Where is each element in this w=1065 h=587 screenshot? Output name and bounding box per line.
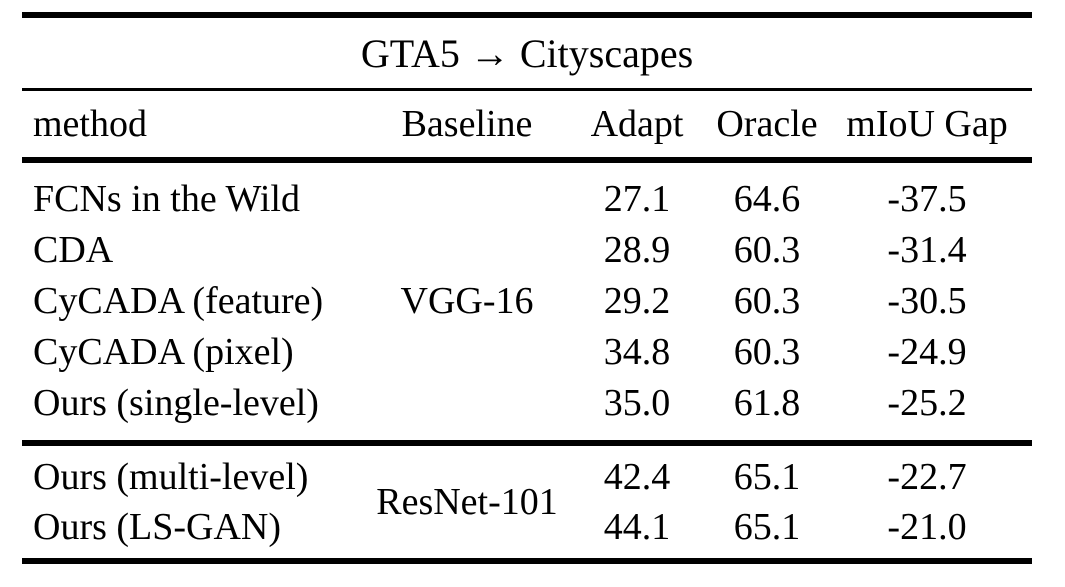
adapt-cell: 29.2 bbox=[603, 279, 671, 322]
adapt-column: 27.1 28.9 29.2 34.8 35.0 bbox=[562, 173, 712, 428]
baseline-cell: VGG-16 bbox=[400, 279, 534, 322]
header-adapt: Adapt bbox=[590, 103, 684, 145]
miou-gap-cell: -25.2 bbox=[887, 381, 967, 424]
miou-gap-cell: -31.4 bbox=[887, 228, 967, 271]
adapt-cell: 28.9 bbox=[603, 228, 671, 271]
baseline-cell: ResNet-101 bbox=[376, 481, 558, 523]
oracle-cell: 65.1 bbox=[733, 506, 801, 548]
method-cell: CDA bbox=[33, 228, 114, 271]
method-cell: CyCADA (pixel) bbox=[33, 330, 294, 373]
adapt-cell: 34.8 bbox=[603, 330, 671, 373]
miou-gap-cell: -22.7 bbox=[887, 456, 967, 498]
header-miou-gap: mIoU Gap bbox=[846, 103, 1008, 145]
results-table: GTA5 → Cityscapes method Baseline Adapt … bbox=[22, 12, 1032, 564]
baseline-column: VGG-16 bbox=[372, 173, 562, 428]
title-separator-rule bbox=[22, 88, 1032, 91]
oracle-cell: 60.3 bbox=[733, 228, 801, 271]
miou-gap-cell: -30.5 bbox=[887, 279, 967, 322]
method-cell: CyCADA (feature) bbox=[33, 279, 324, 322]
miou-gap-cell: -37.5 bbox=[887, 177, 967, 220]
method-cell: Ours (LS-GAN) bbox=[33, 506, 282, 548]
oracle-cell: 60.3 bbox=[733, 330, 801, 373]
table-header-row: method Baseline Adapt Oracle mIoU Gap bbox=[22, 91, 1032, 157]
adapt-cell: 42.4 bbox=[603, 456, 671, 498]
method-cell: FCNs in the Wild bbox=[33, 177, 300, 220]
baseline-column: ResNet-101 bbox=[372, 452, 562, 552]
header-separator-rule bbox=[22, 157, 1032, 163]
miou-gap-column: -37.5 -31.4 -30.5 -24.9 -25.2 bbox=[822, 173, 1032, 428]
table-title: GTA5 → Cityscapes bbox=[360, 30, 694, 76]
method-column: FCNs in the Wild CDA CyCADA (feature) Cy… bbox=[22, 173, 372, 428]
oracle-cell: 61.8 bbox=[733, 381, 801, 424]
adapt-cell: 35.0 bbox=[603, 381, 671, 424]
miou-gap-cell: -21.0 bbox=[887, 506, 967, 548]
miou-gap-column: -22.7 -21.0 bbox=[822, 452, 1032, 552]
oracle-column: 64.6 60.3 60.3 60.3 61.8 bbox=[712, 173, 822, 428]
oracle-column: 65.1 65.1 bbox=[712, 452, 822, 552]
miou-gap-cell: -24.9 bbox=[887, 330, 967, 373]
vgg16-group: FCNs in the Wild CDA CyCADA (feature) Cy… bbox=[22, 163, 1032, 440]
table-title-row: GTA5 → Cityscapes bbox=[22, 18, 1032, 88]
header-oracle: Oracle bbox=[716, 103, 818, 145]
oracle-cell: 64.6 bbox=[733, 177, 801, 220]
method-cell: Ours (multi-level) bbox=[33, 456, 309, 498]
method-cell: Ours (single-level) bbox=[33, 381, 319, 424]
group-separator-rule bbox=[22, 440, 1032, 446]
oracle-cell: 65.1 bbox=[733, 456, 801, 498]
method-column: Ours (multi-level) Ours (LS-GAN) bbox=[22, 452, 372, 552]
header-baseline: Baseline bbox=[401, 103, 533, 145]
oracle-cell: 60.3 bbox=[733, 279, 801, 322]
header-method: method bbox=[33, 103, 147, 145]
adapt-cell: 27.1 bbox=[603, 177, 671, 220]
adapt-cell: 44.1 bbox=[603, 506, 671, 548]
bottom-rule bbox=[22, 558, 1032, 564]
top-rule bbox=[22, 12, 1032, 18]
resnet101-group: Ours (multi-level) Ours (LS-GAN) ResNet-… bbox=[22, 446, 1032, 558]
adapt-column: 42.4 44.1 bbox=[562, 452, 712, 552]
